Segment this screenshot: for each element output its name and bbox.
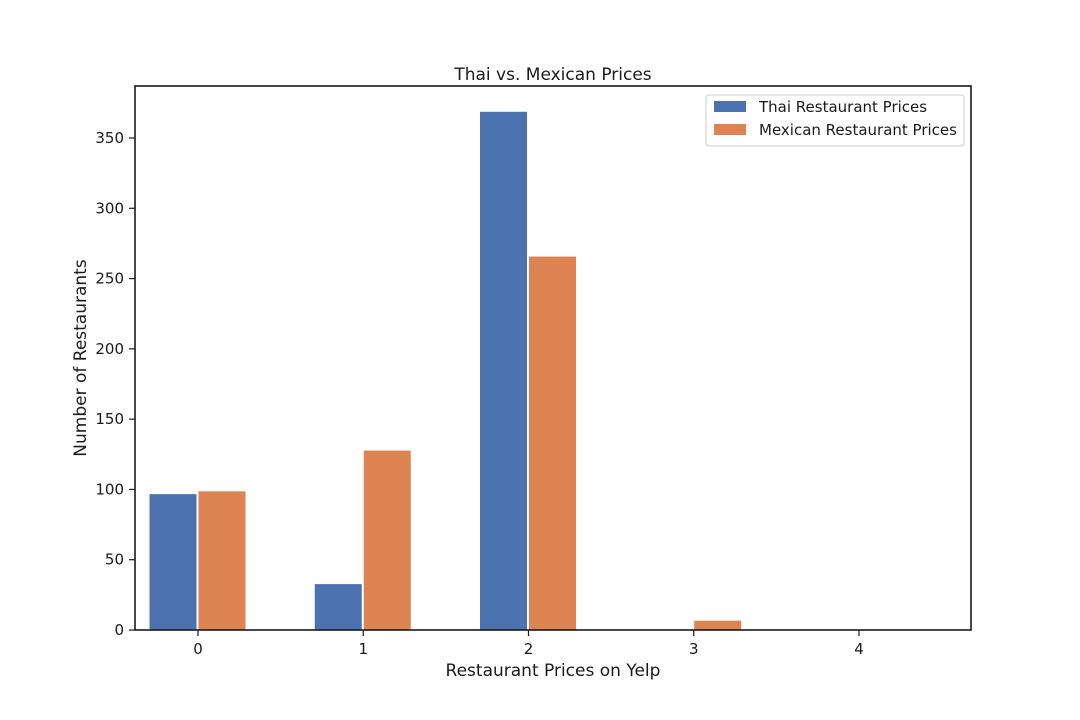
chart-title: Thai vs. Mexican Prices	[453, 65, 651, 85]
y-tick-label: 250	[95, 270, 124, 288]
x-tick-label: 1	[358, 640, 368, 658]
legend-swatch-thai	[714, 101, 746, 112]
x-axis-ticks: 0 1 2 3 4	[193, 630, 864, 658]
bar-mexican-3	[693, 619, 743, 631]
legend: Thai Restaurant Prices Mexican Restauran…	[705, 94, 965, 147]
bar-mexican-0	[197, 490, 247, 631]
legend-label-mexican: Mexican Restaurant Prices	[759, 121, 957, 139]
x-tick-label: 3	[689, 640, 699, 658]
plot-frame	[134, 85, 972, 631]
bars-group	[148, 110, 743, 631]
legend-swatch-mexican	[714, 124, 746, 135]
x-tick-label: 0	[193, 640, 203, 658]
x-tick-label: 4	[854, 640, 864, 658]
y-tick-label: 100	[95, 480, 124, 498]
bar-thai-1	[313, 583, 363, 631]
y-tick-label: 300	[95, 199, 124, 217]
y-axis-label: Number of Restaurants	[71, 259, 91, 457]
y-tick-label: 50	[105, 551, 124, 569]
y-tick-label: 350	[95, 129, 124, 147]
y-tick-label: 200	[95, 340, 124, 358]
y-tick-label: 150	[95, 410, 124, 428]
bar-mexican-2	[528, 255, 577, 631]
bar-mexican-1	[362, 449, 412, 631]
legend-label-thai: Thai Restaurant Prices	[758, 98, 927, 116]
legend-box	[705, 94, 965, 147]
x-axis-label: Restaurant Prices on Yelp	[446, 661, 661, 681]
y-axis-ticks: 0 50 100 150 200 250 300 350	[95, 129, 135, 639]
bar-thai-2	[479, 110, 528, 631]
y-tick-label: 0	[114, 621, 124, 639]
bar-thai-0	[148, 493, 198, 631]
x-tick-label: 2	[524, 640, 534, 658]
